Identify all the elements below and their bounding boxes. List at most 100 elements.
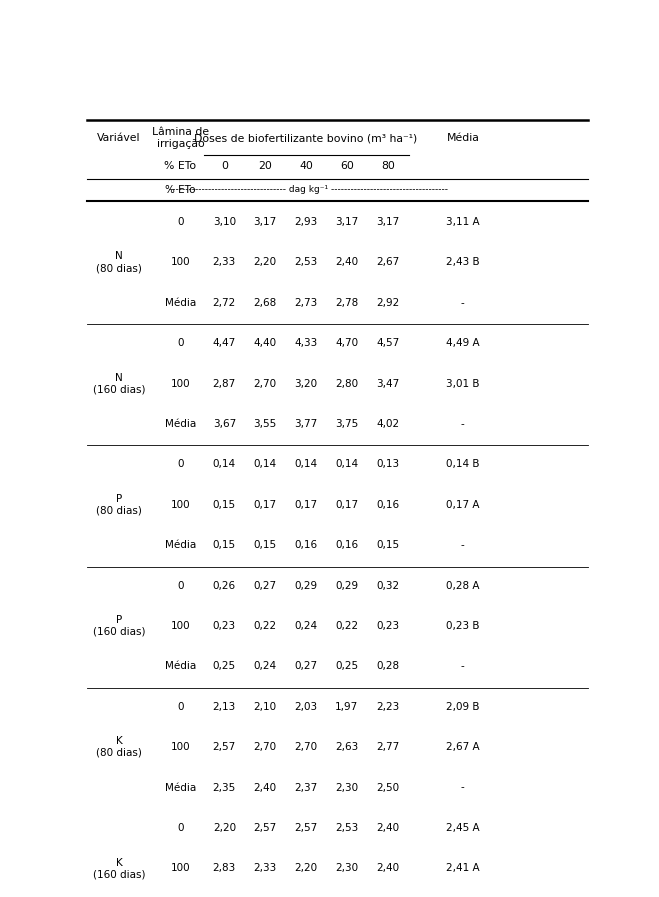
Text: 100: 100 [171, 379, 190, 388]
Text: -: - [461, 298, 465, 308]
Text: 80: 80 [381, 161, 395, 171]
Text: 2,40: 2,40 [335, 257, 358, 267]
Text: 0: 0 [177, 217, 184, 227]
Text: Média: Média [165, 782, 196, 793]
Text: 2,03: 2,03 [295, 701, 318, 711]
Text: 2,70: 2,70 [254, 742, 277, 753]
Text: Média: Média [446, 133, 479, 143]
Text: 0: 0 [177, 701, 184, 711]
Text: 3,47: 3,47 [376, 379, 399, 388]
Text: 0,17 A: 0,17 A [446, 500, 480, 509]
Text: 60: 60 [340, 161, 354, 171]
Text: 2,68: 2,68 [254, 298, 277, 308]
Text: 2,53: 2,53 [295, 257, 318, 267]
Text: 2,67 A: 2,67 A [446, 742, 480, 753]
Text: Variável: Variável [98, 133, 141, 143]
Text: 3,67: 3,67 [213, 419, 236, 429]
Text: 0,22: 0,22 [335, 621, 358, 631]
Text: 0,24: 0,24 [295, 621, 318, 631]
Text: 3,17: 3,17 [335, 217, 358, 227]
Text: 3,77: 3,77 [295, 419, 318, 429]
Text: 4,49 A: 4,49 A [446, 338, 480, 348]
Text: 4,47: 4,47 [213, 338, 236, 348]
Text: 0,15: 0,15 [376, 540, 399, 550]
Text: 100: 100 [171, 500, 190, 509]
Text: 2,83: 2,83 [213, 864, 236, 874]
Text: 0,29: 0,29 [295, 580, 318, 590]
Text: 2,43 B: 2,43 B [446, 257, 480, 267]
Text: 2,93: 2,93 [295, 217, 318, 227]
Text: 0,15: 0,15 [213, 500, 236, 509]
Text: % ETo: % ETo [164, 161, 196, 171]
Text: 2,40: 2,40 [376, 823, 399, 833]
Text: 0,28: 0,28 [376, 661, 399, 671]
Text: 0,17: 0,17 [254, 500, 277, 509]
Text: 2,57: 2,57 [295, 823, 318, 833]
Text: 2,77: 2,77 [376, 742, 399, 753]
Text: 0,14: 0,14 [213, 459, 236, 469]
Text: 4,33: 4,33 [295, 338, 318, 348]
Text: 3,17: 3,17 [254, 217, 277, 227]
Text: 3,10: 3,10 [213, 217, 236, 227]
Text: 0,14 B: 0,14 B [446, 459, 480, 469]
Text: 0,17: 0,17 [335, 500, 358, 509]
Text: 100: 100 [171, 864, 190, 874]
Text: -: - [461, 661, 465, 671]
Text: 2,50: 2,50 [376, 782, 399, 793]
Text: 2,13: 2,13 [213, 701, 236, 711]
Text: -: - [461, 540, 465, 550]
Text: 3,55: 3,55 [254, 419, 277, 429]
Text: 2,80: 2,80 [335, 379, 358, 388]
Text: 2,37: 2,37 [295, 782, 318, 793]
Text: 2,30: 2,30 [335, 864, 358, 874]
Text: 2,20: 2,20 [213, 823, 236, 833]
Text: 2,35: 2,35 [213, 782, 236, 793]
Text: Média: Média [165, 661, 196, 671]
Text: Média: Média [165, 540, 196, 550]
Text: 0,28 A: 0,28 A [446, 580, 480, 590]
Text: 2,87: 2,87 [213, 379, 236, 388]
Text: -: - [461, 782, 465, 793]
Text: 0: 0 [177, 823, 184, 833]
Text: 0: 0 [221, 161, 228, 171]
Text: -: - [461, 419, 465, 429]
Text: % ETo: % ETo [165, 185, 196, 195]
Text: 2,30: 2,30 [335, 782, 358, 793]
Text: 1,97: 1,97 [335, 701, 358, 711]
Text: 2,33: 2,33 [254, 864, 277, 874]
Text: 3,20: 3,20 [295, 379, 318, 388]
Text: 0,25: 0,25 [335, 661, 358, 671]
Text: 2,70: 2,70 [254, 379, 277, 388]
Text: 2,73: 2,73 [295, 298, 318, 308]
Text: K
(160 dias): K (160 dias) [93, 858, 146, 879]
Text: 2,23: 2,23 [376, 701, 399, 711]
Text: 2,10: 2,10 [254, 701, 277, 711]
Text: 3,17: 3,17 [376, 217, 399, 227]
Text: 2,40: 2,40 [254, 782, 277, 793]
Text: 0,23 B: 0,23 B [446, 621, 480, 631]
Text: 0,16: 0,16 [295, 540, 318, 550]
Text: 4,02: 4,02 [376, 419, 399, 429]
Text: 2,45 A: 2,45 A [446, 823, 480, 833]
Text: 0,16: 0,16 [376, 500, 399, 509]
Text: P
(80 dias): P (80 dias) [96, 494, 142, 516]
Text: 4,57: 4,57 [376, 338, 399, 348]
Text: Média: Média [165, 298, 196, 308]
Text: 0,23: 0,23 [213, 621, 236, 631]
Text: 4,40: 4,40 [254, 338, 277, 348]
Text: 0,14: 0,14 [335, 459, 358, 469]
Text: 2,67: 2,67 [376, 257, 399, 267]
Text: 0,14: 0,14 [295, 459, 318, 469]
Text: 0,15: 0,15 [213, 540, 236, 550]
Text: 100: 100 [171, 257, 190, 267]
Text: 0: 0 [177, 338, 184, 348]
Text: 2,70: 2,70 [295, 742, 318, 753]
Text: K
(80 dias): K (80 dias) [96, 736, 142, 758]
Text: 3,75: 3,75 [335, 419, 358, 429]
Text: 0,27: 0,27 [254, 580, 277, 590]
Text: 0: 0 [177, 580, 184, 590]
Text: 0: 0 [177, 459, 184, 469]
Text: 20: 20 [258, 161, 272, 171]
Text: Média: Média [165, 419, 196, 429]
Text: 3,01 B: 3,01 B [446, 379, 480, 388]
